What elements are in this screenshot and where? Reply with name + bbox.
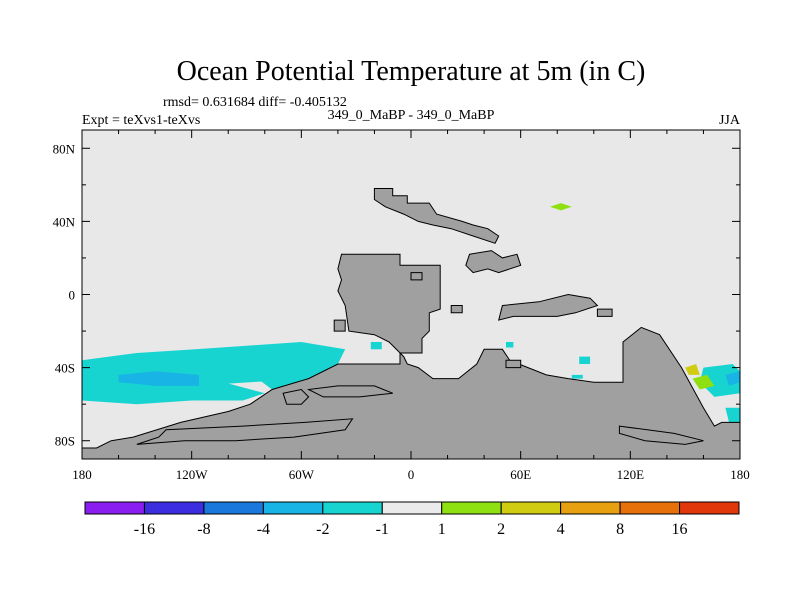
y-tick-label-1: 40N bbox=[53, 214, 76, 229]
landmass-5 bbox=[282, 388, 310, 405]
subtitle-left: Expt = teXvs1-teXvs bbox=[82, 113, 200, 128]
map-axes: 180 120W 60W 0 60E 120E 180 80N 40N 0 40S 80S bbox=[53, 130, 750, 482]
colorbar-swatch-4 bbox=[322, 501, 383, 515]
colorbar-swatch-1 bbox=[143, 501, 205, 515]
landmass-11 bbox=[450, 305, 463, 314]
anomaly-region-5 bbox=[370, 342, 382, 350]
colorbar-swatch-6 bbox=[441, 501, 502, 515]
anomaly-region-14 bbox=[692, 374, 715, 390]
colorbar-label-9: 16 bbox=[672, 521, 688, 538]
landmass-6 bbox=[465, 250, 522, 274]
colorbar-label-6: 2 bbox=[497, 521, 505, 538]
anomaly-region-13 bbox=[685, 364, 700, 375]
x-tick-label-6: 180 bbox=[730, 467, 750, 482]
anomaly-region-7 bbox=[506, 342, 514, 348]
y-tick-label-3: 40S bbox=[55, 361, 75, 376]
y-tick-label-4: 80S bbox=[55, 434, 75, 449]
landmass-7 bbox=[498, 293, 599, 321]
colorbar-swatch-5 bbox=[381, 501, 443, 515]
colorbar-label-0: -16 bbox=[134, 521, 155, 538]
x-tick-label-1: 120W bbox=[176, 467, 209, 482]
land-layer bbox=[82, 188, 740, 459]
x-tick-label-0: 180 bbox=[72, 467, 92, 482]
colorbar-swatch-3 bbox=[262, 501, 324, 515]
landmass-2 bbox=[136, 418, 354, 445]
colorbar-label-5: 1 bbox=[438, 521, 446, 538]
colorbar: -16 -8 -4 -2 -1 1 2 4 8 16 bbox=[84, 501, 740, 538]
colorbar-label-7: 4 bbox=[557, 521, 565, 538]
landmass-9 bbox=[505, 359, 522, 369]
y-tick-label-2: 0 bbox=[69, 288, 76, 303]
chart-stats: rmsd= 0.631684 diff= -0.405132 bbox=[163, 95, 347, 110]
landmass-8 bbox=[333, 319, 346, 332]
subtitle-center: 349_0_MaBP - 349_0_MaBP bbox=[328, 108, 495, 123]
colorbar-swatch-7 bbox=[500, 501, 562, 515]
anomaly-region-11 bbox=[725, 371, 740, 386]
colorbar-swatch-2 bbox=[203, 501, 264, 515]
map-plot-area bbox=[82, 130, 740, 459]
colorbar-swatch-10 bbox=[679, 501, 740, 515]
landmass-1 bbox=[82, 253, 740, 459]
landmass-10 bbox=[596, 308, 613, 317]
x-tick-label-4: 60E bbox=[510, 467, 531, 482]
colorbar-label-3: -2 bbox=[316, 521, 329, 538]
anomaly-region-12 bbox=[549, 203, 572, 211]
colorbar-swatch-0 bbox=[84, 501, 145, 515]
colorbar-swatch-8 bbox=[560, 501, 621, 515]
landmass-4 bbox=[618, 425, 704, 445]
anomaly-region-6 bbox=[579, 356, 591, 364]
x-tick-label-2: 60W bbox=[289, 467, 315, 482]
anomaly-region-4 bbox=[725, 407, 740, 423]
landmass-0 bbox=[373, 188, 500, 244]
chart-title: Ocean Potential Temperature at 5m (in C) bbox=[177, 56, 646, 87]
x-tick-label-5: 120E bbox=[617, 467, 645, 482]
colorbar-label-2: -4 bbox=[257, 521, 270, 538]
landmass-12 bbox=[410, 272, 423, 281]
landmass-3 bbox=[306, 385, 393, 398]
colorbar-label-8: 8 bbox=[616, 521, 624, 538]
colorbar-label-4: -1 bbox=[376, 521, 389, 538]
colorbar-label-1: -8 bbox=[197, 521, 210, 538]
anomaly-region-10 bbox=[118, 371, 199, 386]
subtitle-right: JJA bbox=[719, 113, 741, 128]
colorbar-swatch-9 bbox=[619, 501, 681, 515]
anomaly-region-9 bbox=[571, 374, 583, 379]
anomaly-layer bbox=[82, 203, 740, 423]
y-tick-label-0: 80N bbox=[53, 141, 76, 156]
anomaly-region-3 bbox=[699, 364, 740, 397]
x-tick-label-3: 0 bbox=[408, 467, 415, 482]
